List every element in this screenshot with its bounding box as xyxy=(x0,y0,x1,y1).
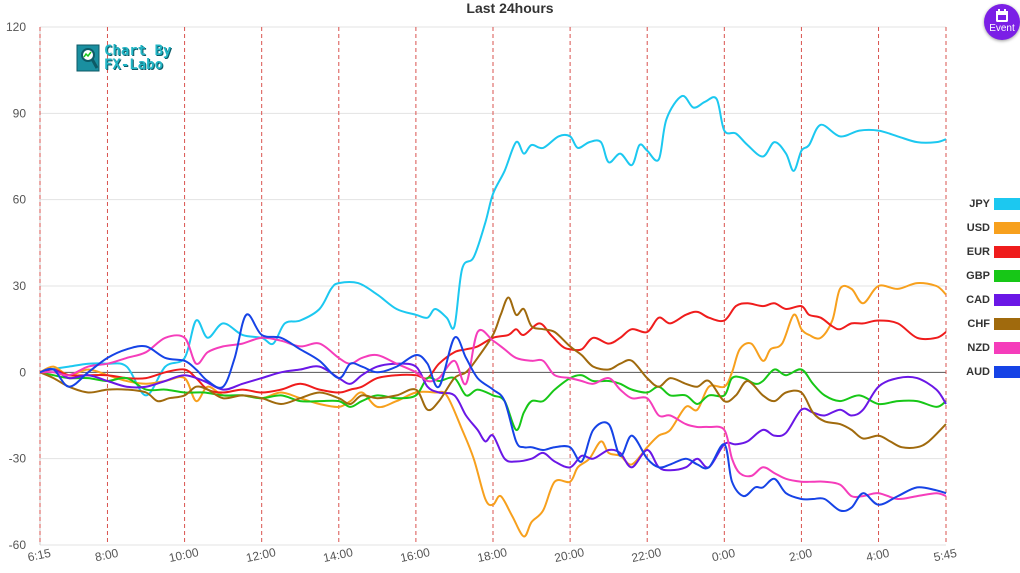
legend-item-eur[interactable]: EUR xyxy=(950,240,1020,264)
logo-line1: Chart By xyxy=(104,43,172,59)
x-tick-label: 18:00 xyxy=(476,545,509,565)
x-tick-label: 6:15 xyxy=(26,546,52,565)
x-tick-label: 4:00 xyxy=(865,546,891,565)
x-axis-ticks: 6:15 8:00 10:00 12:00 14:00 16:00 18:00 20:00 22… xyxy=(26,545,958,565)
y-tick-label: 60 xyxy=(13,193,27,207)
y-tick-label: 0 xyxy=(19,365,26,379)
legend-swatch xyxy=(994,318,1020,330)
legend-item-usd[interactable]: USD xyxy=(950,216,1020,240)
calendar-icon xyxy=(996,9,1008,22)
x-tick-label: 2:00 xyxy=(788,546,814,565)
legend-swatch xyxy=(994,366,1020,378)
series-lines xyxy=(39,94,947,538)
series-line-jpy xyxy=(39,94,947,397)
y-tick-label: -60 xyxy=(9,538,27,552)
legend-label: EUR xyxy=(966,246,990,258)
legend-item-chf[interactable]: CHF xyxy=(950,312,1020,336)
x-tick-label: 20:00 xyxy=(553,545,586,565)
legend-label: GBP xyxy=(966,270,990,282)
legend-item-gbp[interactable]: GBP xyxy=(950,264,1020,288)
magnifier-chart-icon xyxy=(76,44,100,72)
series-line-aud xyxy=(39,313,947,513)
legend-swatch xyxy=(994,246,1020,258)
legend-swatch xyxy=(994,342,1020,354)
x-tick-label: 16:00 xyxy=(399,545,432,565)
x-tick-label: 8:00 xyxy=(94,546,120,565)
legend-item-nzd[interactable]: NZD xyxy=(950,336,1020,360)
legend-label: NZD xyxy=(967,342,990,354)
event-button[interactable]: Event xyxy=(984,4,1020,40)
legend-label: USD xyxy=(966,222,990,234)
legend-label: JPY xyxy=(969,198,990,210)
legend-swatch xyxy=(994,198,1020,210)
legend-swatch xyxy=(994,270,1020,282)
x-tick-label: 10:00 xyxy=(168,545,201,565)
legend-label: CAD xyxy=(966,294,990,306)
y-tick-label: 120 xyxy=(6,20,26,34)
legend-item-cad[interactable]: CAD xyxy=(950,288,1020,312)
logo-line2: FX-Labo xyxy=(104,57,164,73)
x-tick-label: 14:00 xyxy=(322,545,355,565)
logo: Chart By FX-Labo xyxy=(76,44,171,72)
series-line-nzd xyxy=(39,328,947,501)
series-line-chf xyxy=(39,296,947,449)
legend-item-aud[interactable]: AUD xyxy=(950,360,1020,384)
chart-title: Last 24hours xyxy=(466,0,554,16)
y-axis-ticks: 120 90 60 30 0 -30 -60 xyxy=(6,20,26,552)
x-tick-label: 12:00 xyxy=(245,545,278,565)
legend-label: CHF xyxy=(967,318,990,330)
x-tick-label: 22:00 xyxy=(630,545,663,565)
series-line-cad xyxy=(39,362,947,472)
legend-label: AUD xyxy=(966,366,990,378)
x-tick-label: 0:00 xyxy=(711,546,737,565)
chart-legend: JPY USD EUR GBP CAD CHF NZD AUD xyxy=(950,192,1020,384)
y-tick-label: 90 xyxy=(13,106,27,120)
y-tick-label: 30 xyxy=(13,279,27,293)
series-line-gbp xyxy=(39,368,947,431)
event-button-label: Event xyxy=(989,23,1015,34)
legend-swatch xyxy=(994,294,1020,306)
time-marker-lines xyxy=(39,27,947,545)
series-line-eur xyxy=(39,302,947,394)
y-tick-label: -30 xyxy=(9,452,27,466)
x-tick-label: 5:45 xyxy=(932,546,958,565)
legend-item-jpy[interactable]: JPY xyxy=(950,192,1020,216)
legend-swatch xyxy=(994,222,1020,234)
